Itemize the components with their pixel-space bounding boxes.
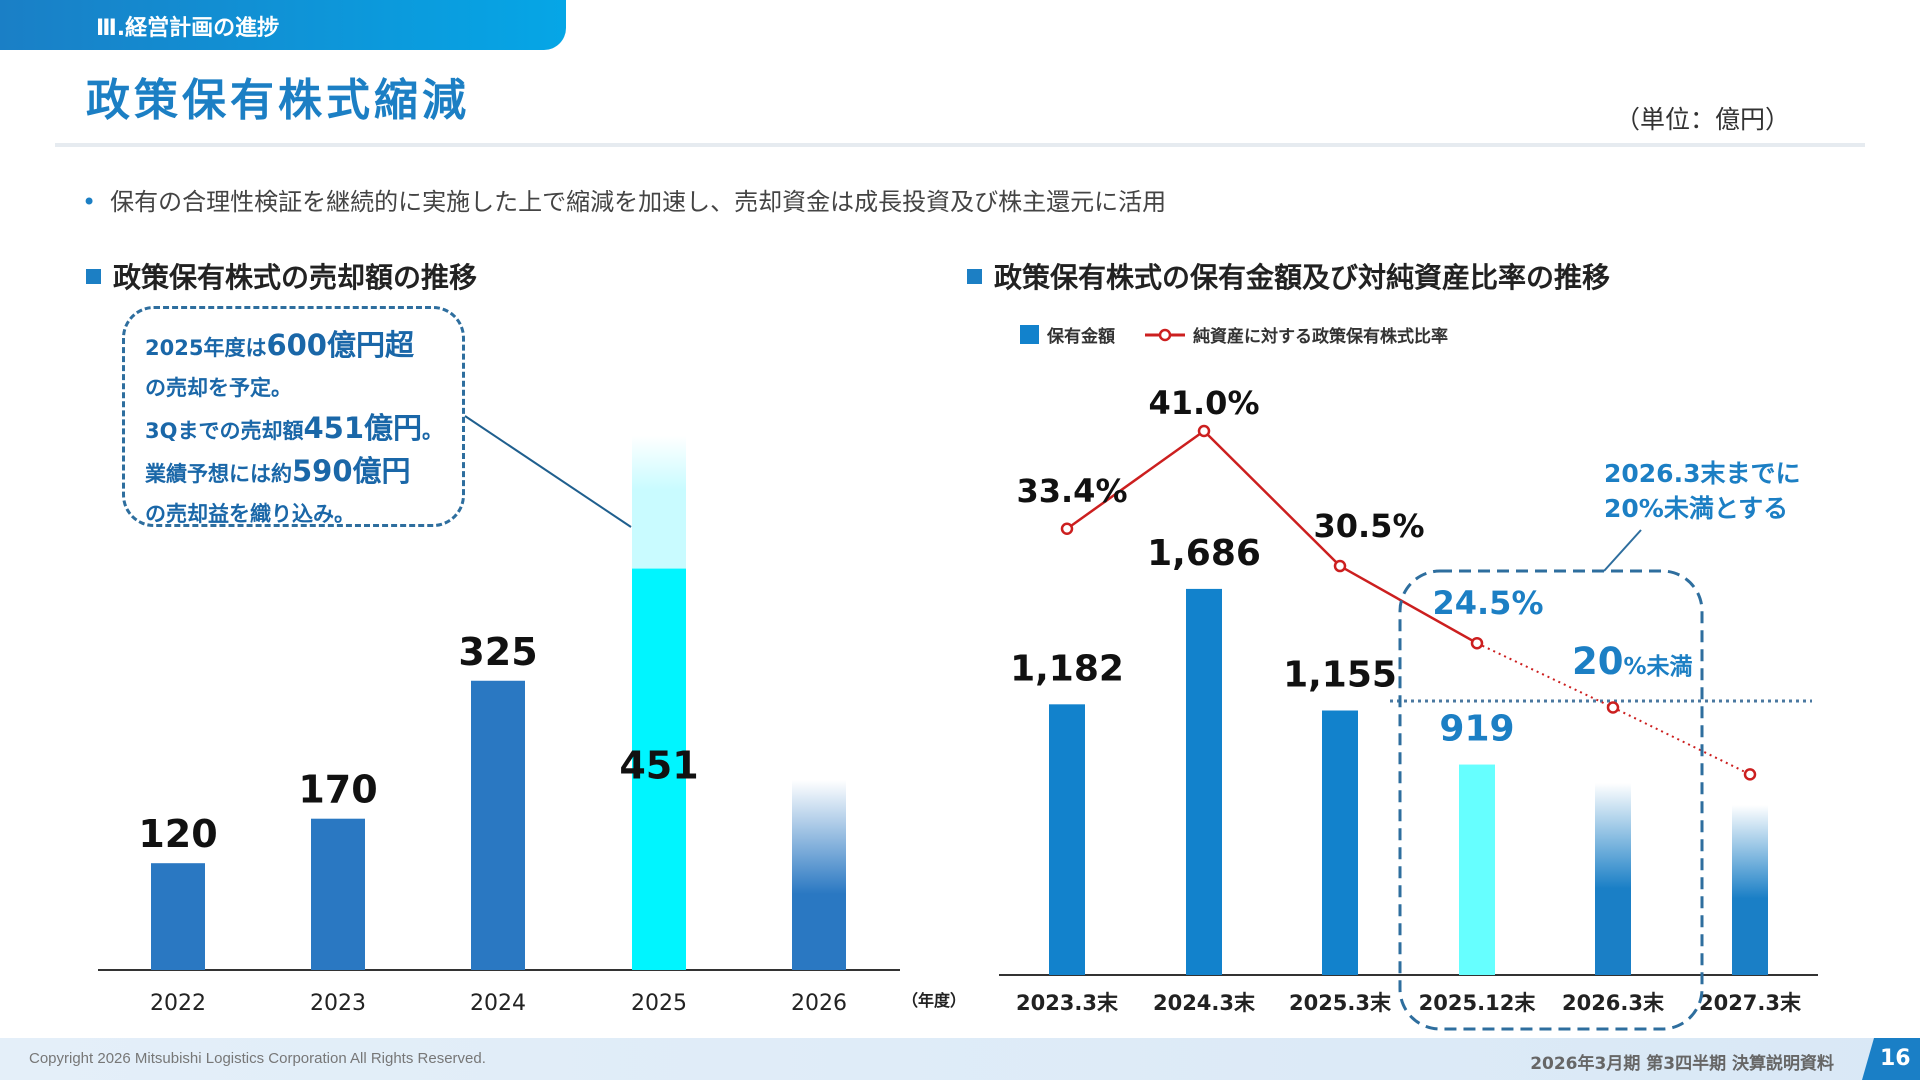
divider [55, 143, 1865, 147]
bullet-icon: • [82, 188, 97, 216]
bar-2022 [151, 863, 205, 970]
bar-label: 1,155 [1283, 655, 1397, 696]
x-tick-label: 2025 [631, 991, 687, 1016]
ratio-label: 30.5% [1313, 507, 1424, 545]
bar-2024 [471, 680, 525, 970]
bar-2025.3末 [1322, 710, 1358, 975]
bar-label: 120 [138, 812, 217, 856]
ratio-point [1606, 701, 1620, 714]
bar-label: 325 [458, 630, 537, 674]
ratio-line-actual [1066, 429, 1478, 645]
bar-2025 [632, 568, 686, 970]
bar-label: 170 [298, 768, 377, 812]
bar-label: 1,182 [1010, 648, 1124, 689]
target-label: 20%未満 [1572, 640, 1693, 683]
legend: 保有金額 純資産に対する政策保有株式比率 [1020, 322, 1448, 347]
bullet-text: • 保有の合理性検証を継続的に実施した上で縮減を加速し、売却資金は成長投資及び株主… [82, 182, 1166, 217]
x-tick-label: 2027.3末 [1699, 991, 1802, 1015]
bullet-label: 保有の合理性検証を継続的に実施した上で縮減を加速し、売却資金は成長投資及び株主還… [110, 188, 1167, 216]
bar-2023 [311, 818, 365, 970]
unit-label: （単位：億円） [1615, 105, 1791, 134]
bar-2024.3末 [1186, 588, 1222, 975]
copyright: Copyright 2026 Mitsubishi Logistics Corp… [29, 1050, 486, 1067]
section-tab: Ⅲ.経営計画の進捗 [0, 0, 566, 50]
x-tick-label: 2024 [470, 991, 526, 1016]
x-tick-label: 2022 [150, 991, 206, 1016]
legend-bar-swatch [1020, 325, 1039, 344]
ratio-label: 24.5% [1432, 584, 1543, 622]
legend-line-swatch [1145, 328, 1185, 341]
square-icon [967, 269, 982, 284]
legend-bar-label: 保有金額 [1047, 327, 1115, 347]
x-tick-label: 2023 [310, 991, 366, 1016]
bar-label: 919 [1439, 709, 1514, 750]
page-number: 16 [1862, 1038, 1920, 1080]
sales-callout: 2025年度は600億円超 の売却を予定。 3Qまでの売却額451億円。 業績予… [122, 306, 465, 527]
ratio-point [1197, 424, 1211, 438]
x-tick-label: 2024.3末 [1153, 991, 1256, 1015]
bar-2023.3末 [1049, 704, 1085, 975]
forecast-box [1398, 569, 1704, 1031]
right-heading-text: 政策保有株式の保有金額及び対純資産比率の推移 [994, 261, 1611, 294]
ratio-label: 41.0% [1148, 384, 1259, 422]
target-note: 2026.3末までに 20%未満とする [1604, 459, 1801, 523]
legend-line-label: 純資産に対する政策保有株式比率 [1193, 327, 1448, 347]
footer [0, 1038, 1920, 1080]
document-title: 2026年3月期 第3四半期 決算説明資料 [1530, 1054, 1834, 1074]
x-tick-label: 2023.3末 [1016, 991, 1119, 1015]
ratio-point [1743, 768, 1757, 781]
bar-forecast-2026.3末 [1595, 783, 1631, 975]
left-heading-text: 政策保有株式の売却額の推移 [113, 261, 478, 294]
bar-2025.12末 [1459, 764, 1495, 975]
left-heading: 政策保有株式の売却額の推移 [86, 256, 477, 296]
bar-label: 1,686 [1147, 533, 1261, 574]
x-tick-label: 2025.12末 [1419, 991, 1537, 1015]
bar-label: 451 [619, 744, 698, 788]
bar-forecast-2027.3末 [1732, 805, 1768, 975]
square-icon [86, 269, 101, 284]
x-unit-label: （年度） [902, 991, 966, 1010]
page-title: 政策保有株式縮減 [86, 75, 470, 126]
right-heading: 政策保有株式の保有金額及び対純資産比率の推移 [967, 256, 1610, 296]
ratio-point [1060, 522, 1074, 535]
x-tick-label: 2026.3末 [1562, 991, 1665, 1015]
ratio-point [1470, 636, 1484, 650]
x-tick-label: 2026 [791, 991, 847, 1016]
ratio-label: 33.4% [1016, 472, 1127, 510]
callout-leader [464, 415, 632, 528]
ratio-point [1333, 559, 1347, 573]
note-leader [1603, 529, 1642, 572]
bar-2026-forecast [792, 780, 846, 970]
x-tick-label: 2025.3末 [1289, 991, 1392, 1015]
